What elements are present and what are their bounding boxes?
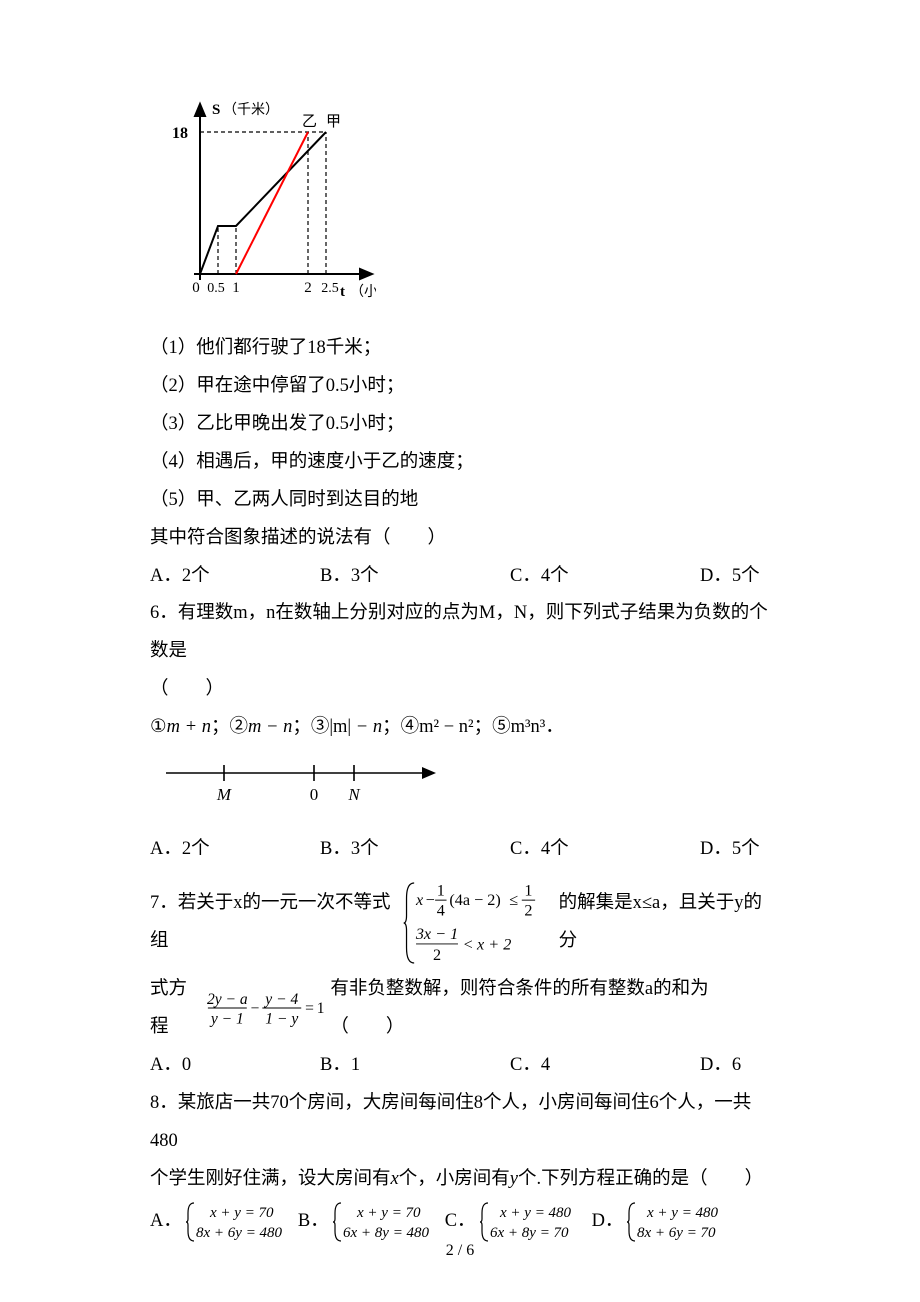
q7-options: A．0 B．1 C．4 D．6 [150, 1047, 770, 1085]
y-axis-unit: （千米） [223, 102, 279, 118]
statement-3: （3）乙比甲晚出发了0.5小时； [150, 406, 770, 444]
q5-opt-b: B．3个 [320, 558, 510, 596]
q6-e5: m³n³ [511, 717, 546, 737]
statement-1: （1）他们都行驶了18千米； [150, 330, 770, 368]
svg-text:≤: ≤ [509, 891, 518, 909]
q8-b-top: x + y = 70 [356, 1205, 421, 1221]
q8-l2b: 个，小房间有 [399, 1169, 510, 1189]
q7-opt-b: B．1 [320, 1047, 510, 1085]
q7-opt-c: C．4 [510, 1047, 700, 1085]
sys1-num1: 1 [436, 881, 444, 899]
q7-mid: 的解集是x≤a，且关于y的分 [559, 885, 770, 961]
q6-options: A．2个 B．3个 C．4个 D．5个 [150, 831, 770, 869]
q8-c-top: x + y = 480 [499, 1205, 572, 1221]
q6-s1: ；② [211, 717, 248, 737]
q8-a-top: x + y = 70 [209, 1205, 274, 1221]
q7-opt-d: D．6 [700, 1047, 741, 1085]
legend-yi: 乙 [302, 114, 317, 130]
svg-text:−: − [251, 1000, 260, 1017]
q8-y: y [510, 1169, 518, 1189]
q6-tail: ． [545, 717, 564, 737]
q6-e1: m + n [167, 717, 211, 737]
q6-e2: m − n [248, 717, 292, 737]
sys1-paren: (4a − 2) [449, 891, 500, 909]
f-b-bot: 1 − y [265, 1010, 298, 1027]
q7-opt-a: A．0 [150, 1047, 320, 1085]
q6-expr: ①m + n；②m − n；③|m| − n；④m² − n²；⑤m³n³． [150, 709, 770, 747]
q6-s3: ；④ [382, 717, 419, 737]
sys1-den1: 4 [436, 901, 444, 919]
sys1-rden: 2 [524, 901, 532, 919]
statement-2: （2）甲在途中停留了0.5小时； [150, 368, 770, 406]
q8-d-top: x + y = 480 [646, 1205, 719, 1221]
q8-line2: 个学生刚好住满，设大房间有x个，小房间有y个.下列方程正确的是（ ） [150, 1161, 770, 1199]
q6-e3a: |m| [329, 717, 351, 737]
svg-text:=: = [305, 1000, 314, 1017]
statement-4: （4）相遇后，甲的速度小于乙的速度； [150, 444, 770, 482]
q7-pre: 7．若关于x的一元一次不等式组 [150, 885, 397, 961]
q7-line2a: 式方程 [150, 971, 204, 1047]
q6-s4: ；⑤ [474, 717, 511, 737]
nl-N: N [347, 785, 361, 804]
q6-p1: ① [150, 717, 167, 737]
distance-time-chart: 18 S （千米） t （小时） 0 0.5 1 2 2.5 乙 甲 [160, 100, 770, 312]
page-footer: 2 / 6 [0, 1235, 920, 1268]
q7-row2: 式方程 2y − a y − 1 − y − 4 1 − y = 1 有非负整数… [150, 971, 770, 1047]
y-axis-var: S [212, 102, 220, 118]
q5-opt-c: C．4个 [510, 558, 700, 596]
q8-l2c: 个.下列方程正确的是（ ） [518, 1169, 763, 1189]
q7-line2b: 有非负整数解，则符合条件的所有整数a的和为（ ） [330, 971, 770, 1047]
x-axis-var: t [340, 284, 345, 300]
chart-svg: 18 S （千米） t （小时） 0 0.5 1 2 2.5 乙 甲 [160, 100, 376, 312]
sys2-r: x + 2 [476, 936, 511, 954]
number-line: M 0 N [164, 755, 770, 825]
statement-5: （5）甲、乙两人同时到达目的地 [150, 482, 770, 520]
svg-text:−: − [425, 891, 434, 909]
xtick-25: 2.5 [321, 281, 339, 296]
f-a-bot: y − 1 [209, 1010, 244, 1027]
statement-tail: 其中符合图象描述的说法有（ ） [150, 520, 770, 558]
q7-system-svg: x − 1 4 (4a − 2) ≤ 1 2 3x − 1 2 < x + 2 [397, 875, 559, 971]
q6-opt-c: C．4个 [510, 831, 700, 869]
q7-frac-svg: 2y − a y − 1 − y − 4 1 − y = 1 [204, 988, 330, 1030]
xtick-0: 0 [192, 280, 200, 296]
q6-opt-a: A．2个 [150, 831, 320, 869]
sys1-x: x [415, 891, 424, 909]
q6-line1: 6．有理数m，n在数轴上分别对应的点为M，N，则下列式子结果为负数的个数是 [150, 595, 770, 671]
xtick-05: 0.5 [207, 281, 225, 296]
sys2-den: 2 [433, 946, 441, 964]
f-a-top: 2y − a [207, 991, 248, 1008]
sys2-num: 3x − 1 [415, 925, 458, 943]
q7-row1: 7．若关于x的一元一次不等式组 x − 1 4 (4a − 2) ≤ 1 2 3… [150, 875, 770, 971]
svg-text:<: < [463, 936, 472, 954]
q6-opt-b: B．3个 [320, 831, 510, 869]
f-rhs: 1 [317, 1000, 325, 1017]
q5-opt-a: A．2个 [150, 558, 320, 596]
ytick-18: 18 [172, 125, 188, 142]
x-axis-unit: （小时） [350, 284, 376, 300]
number-line-svg: M 0 N [164, 755, 444, 810]
xtick-1: 1 [232, 280, 240, 296]
legend-jia: 甲 [326, 114, 341, 130]
xtick-2: 2 [304, 280, 312, 296]
q8-line1: 8．某旅店一共70个房间，大房间每间住8个人，小房间每间住6个人，一共480 [150, 1085, 770, 1161]
f-b-top: y − 4 [263, 991, 298, 1008]
q8-x: x [391, 1169, 399, 1189]
q5-options: A．2个 B．3个 C．4个 D．5个 [150, 558, 770, 596]
sys1-rnum: 1 [524, 881, 532, 899]
nl-0: 0 [310, 785, 319, 804]
nl-M: M [216, 785, 232, 804]
q5-opt-d: D．5个 [700, 558, 760, 596]
q8-l2a: 个学生刚好住满，设大房间有 [150, 1169, 391, 1189]
q6-s2: ；③ [292, 717, 329, 737]
q6-e3b: − n [351, 717, 382, 737]
q6-opt-d: D．5个 [700, 831, 760, 869]
q6-e4: m² − n² [419, 717, 473, 737]
q6-line2: （ ） [150, 671, 770, 709]
